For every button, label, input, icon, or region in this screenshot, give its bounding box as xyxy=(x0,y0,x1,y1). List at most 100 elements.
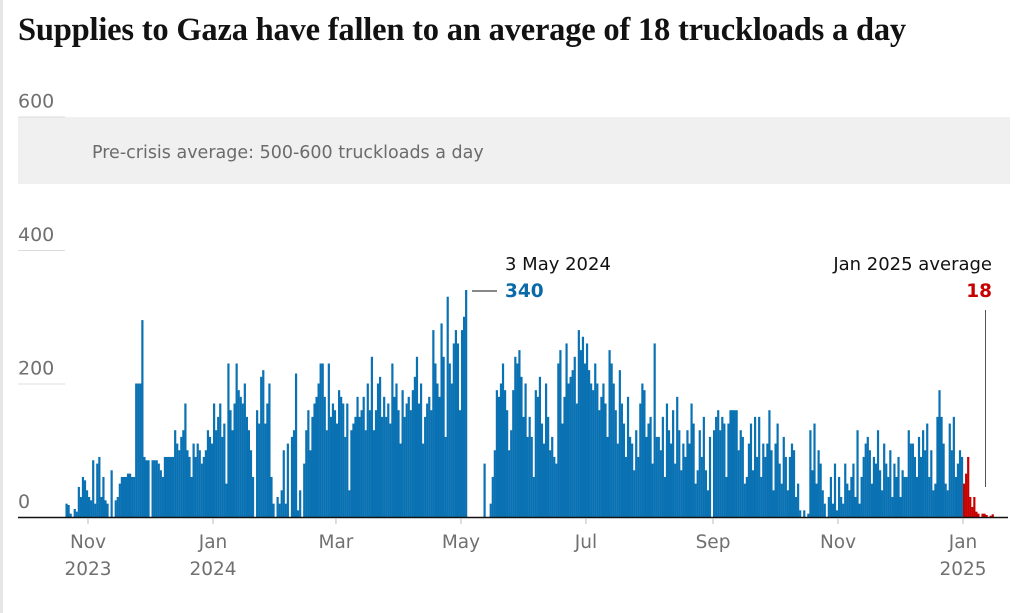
bar xyxy=(452,343,455,517)
bar xyxy=(649,416,652,518)
bar xyxy=(110,470,113,517)
x-tick-label: May xyxy=(442,532,480,553)
bar xyxy=(930,450,933,517)
bar xyxy=(936,416,939,518)
bar xyxy=(368,410,371,517)
bar xyxy=(581,336,585,517)
bar xyxy=(698,430,701,517)
bar xyxy=(69,513,72,517)
bar xyxy=(241,403,244,517)
bar xyxy=(438,396,441,517)
bar xyxy=(88,496,91,517)
bar xyxy=(932,490,935,517)
bar xyxy=(79,496,82,517)
bar xyxy=(844,463,847,517)
bar xyxy=(407,396,410,517)
bar xyxy=(583,363,587,517)
bar xyxy=(364,430,367,517)
bar xyxy=(741,436,744,517)
bar xyxy=(225,483,228,518)
bar xyxy=(393,396,396,517)
bar xyxy=(719,430,722,517)
bar xyxy=(911,443,914,517)
bar xyxy=(116,496,119,517)
bar xyxy=(161,476,164,517)
peak-annotation-date: 3 May 2024 xyxy=(505,254,611,275)
bar xyxy=(559,350,562,518)
bar xyxy=(520,376,523,517)
bar-highlight xyxy=(963,483,966,518)
bar xyxy=(618,370,621,517)
bar xyxy=(251,476,255,517)
bar xyxy=(862,456,865,517)
bar xyxy=(182,430,185,517)
bar xyxy=(397,410,400,517)
bar xyxy=(215,430,218,517)
bar xyxy=(419,383,423,517)
bar xyxy=(360,410,363,517)
bar xyxy=(694,483,697,518)
bar xyxy=(98,456,101,517)
bar xyxy=(245,416,248,518)
bar xyxy=(848,490,851,517)
bar xyxy=(786,490,789,517)
bar xyxy=(622,423,626,517)
bar xyxy=(823,503,826,517)
bar xyxy=(411,390,414,517)
x-tick-label: Sep xyxy=(696,532,731,553)
bar xyxy=(176,443,179,517)
y-tick-label: 0 xyxy=(18,491,30,513)
bar xyxy=(67,504,70,517)
bar xyxy=(790,443,794,517)
bar xyxy=(762,443,765,517)
bar xyxy=(448,363,451,517)
bar xyxy=(387,403,390,517)
bar xyxy=(413,376,417,517)
bar xyxy=(737,450,740,517)
bar xyxy=(524,383,527,517)
y-tick-label: 400 xyxy=(18,224,54,246)
bar xyxy=(612,383,615,517)
bar xyxy=(454,330,457,517)
bar xyxy=(659,450,662,517)
bar xyxy=(635,430,638,517)
bar xyxy=(153,460,156,517)
bar xyxy=(233,403,236,517)
bar xyxy=(600,396,603,517)
bar xyxy=(538,376,542,517)
bar xyxy=(96,463,99,517)
bar xyxy=(799,510,802,517)
bar xyxy=(938,390,941,517)
bar xyxy=(958,450,962,517)
bar xyxy=(430,410,433,517)
bar xyxy=(172,456,175,517)
bar xyxy=(794,496,798,517)
bar xyxy=(292,430,296,517)
bar xyxy=(327,363,330,517)
bar xyxy=(555,463,558,517)
bar xyxy=(436,383,439,517)
bar xyxy=(766,443,769,517)
bar xyxy=(143,456,146,517)
bar xyxy=(876,430,880,517)
bar xyxy=(633,470,636,517)
bar xyxy=(126,473,130,517)
pre-crisis-band xyxy=(18,117,1010,184)
bar xyxy=(778,463,781,517)
bar xyxy=(903,476,906,517)
bar xyxy=(137,383,140,517)
bar xyxy=(864,443,867,517)
bar xyxy=(534,390,537,517)
bar xyxy=(948,423,951,517)
bar xyxy=(706,490,710,517)
bar xyxy=(290,436,294,517)
bar xyxy=(868,450,871,517)
bar xyxy=(592,390,595,517)
bar xyxy=(247,430,251,517)
bar xyxy=(897,456,900,517)
bar xyxy=(340,396,343,517)
bar xyxy=(860,476,863,517)
bar xyxy=(512,390,515,517)
bar xyxy=(85,490,89,517)
pre-crisis-band-label: Pre-crisis average: 500-600 truckloads a… xyxy=(92,143,484,163)
